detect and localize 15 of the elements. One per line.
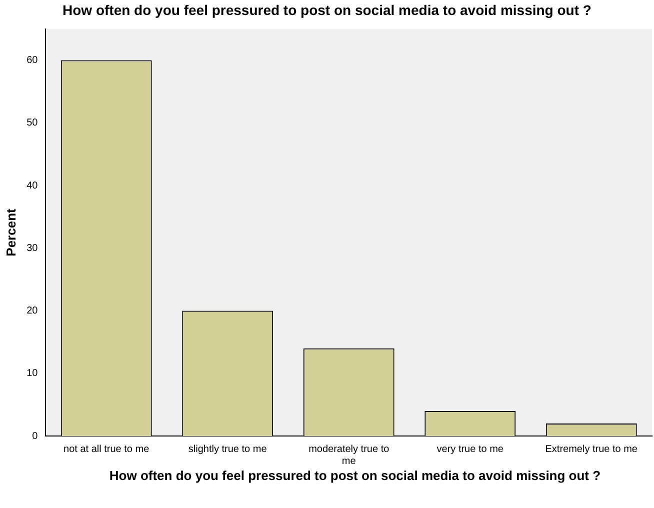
y-tick-label: 60 bbox=[26, 55, 38, 66]
y-tick-label: 50 bbox=[26, 118, 38, 129]
y-tick-label: 40 bbox=[26, 180, 38, 192]
x-tick-label: very true to me bbox=[436, 444, 504, 455]
y-tick-label: 20 bbox=[26, 306, 38, 317]
y-tick-label: 10 bbox=[26, 368, 38, 380]
y-axis-title: Percent bbox=[3, 208, 18, 256]
x-axis-title: How often do you feel pressured to post on social media to avoid missing out ? bbox=[108, 468, 602, 483]
chart-title: How often do you feel pressured to post on social media to avoid missing out ? bbox=[62, 1, 592, 20]
x-tick-label: moderately true to me bbox=[308, 444, 390, 467]
x-tick-label: not at all true to me bbox=[64, 444, 150, 455]
x-tick-label: Extremely true to me bbox=[545, 444, 638, 455]
y-tick-label: 30 bbox=[26, 242, 38, 254]
x-tick-label: slightly true to me bbox=[188, 444, 268, 455]
y-tick-label: 0 bbox=[32, 430, 38, 442]
